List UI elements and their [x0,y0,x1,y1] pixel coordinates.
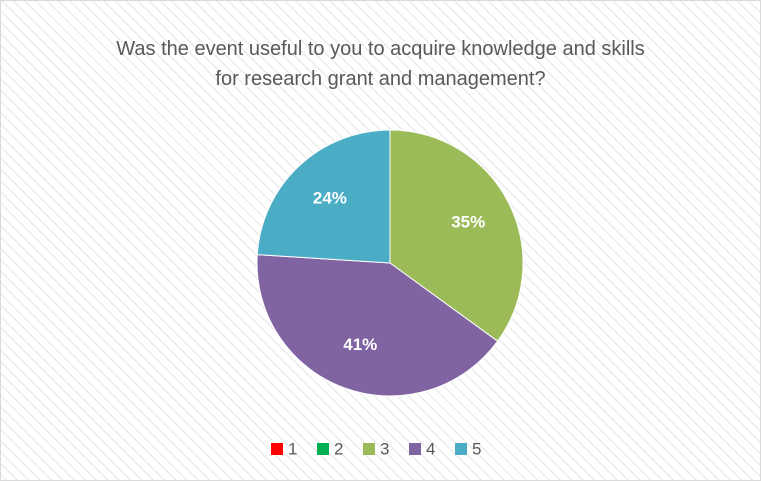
legend-label: 3 [380,439,389,458]
pie-slice [389,129,524,342]
pie-slice [256,254,499,397]
legend-label: 1 [288,439,297,458]
pie-slice [256,129,391,264]
data-label: 41% [343,335,377,354]
legend-label: 5 [472,439,481,458]
data-label: 35% [451,213,485,232]
legend-swatch [271,443,283,455]
legend-swatch [455,443,467,455]
legend-swatch [409,443,421,455]
chart-title: Was the event useful to you to acquire k… [116,38,645,90]
legend-swatch [363,443,375,455]
legend-label: 4 [426,439,435,458]
data-label: 24% [313,188,347,207]
legend-swatch [317,443,329,455]
legend-label: 2 [334,439,343,458]
